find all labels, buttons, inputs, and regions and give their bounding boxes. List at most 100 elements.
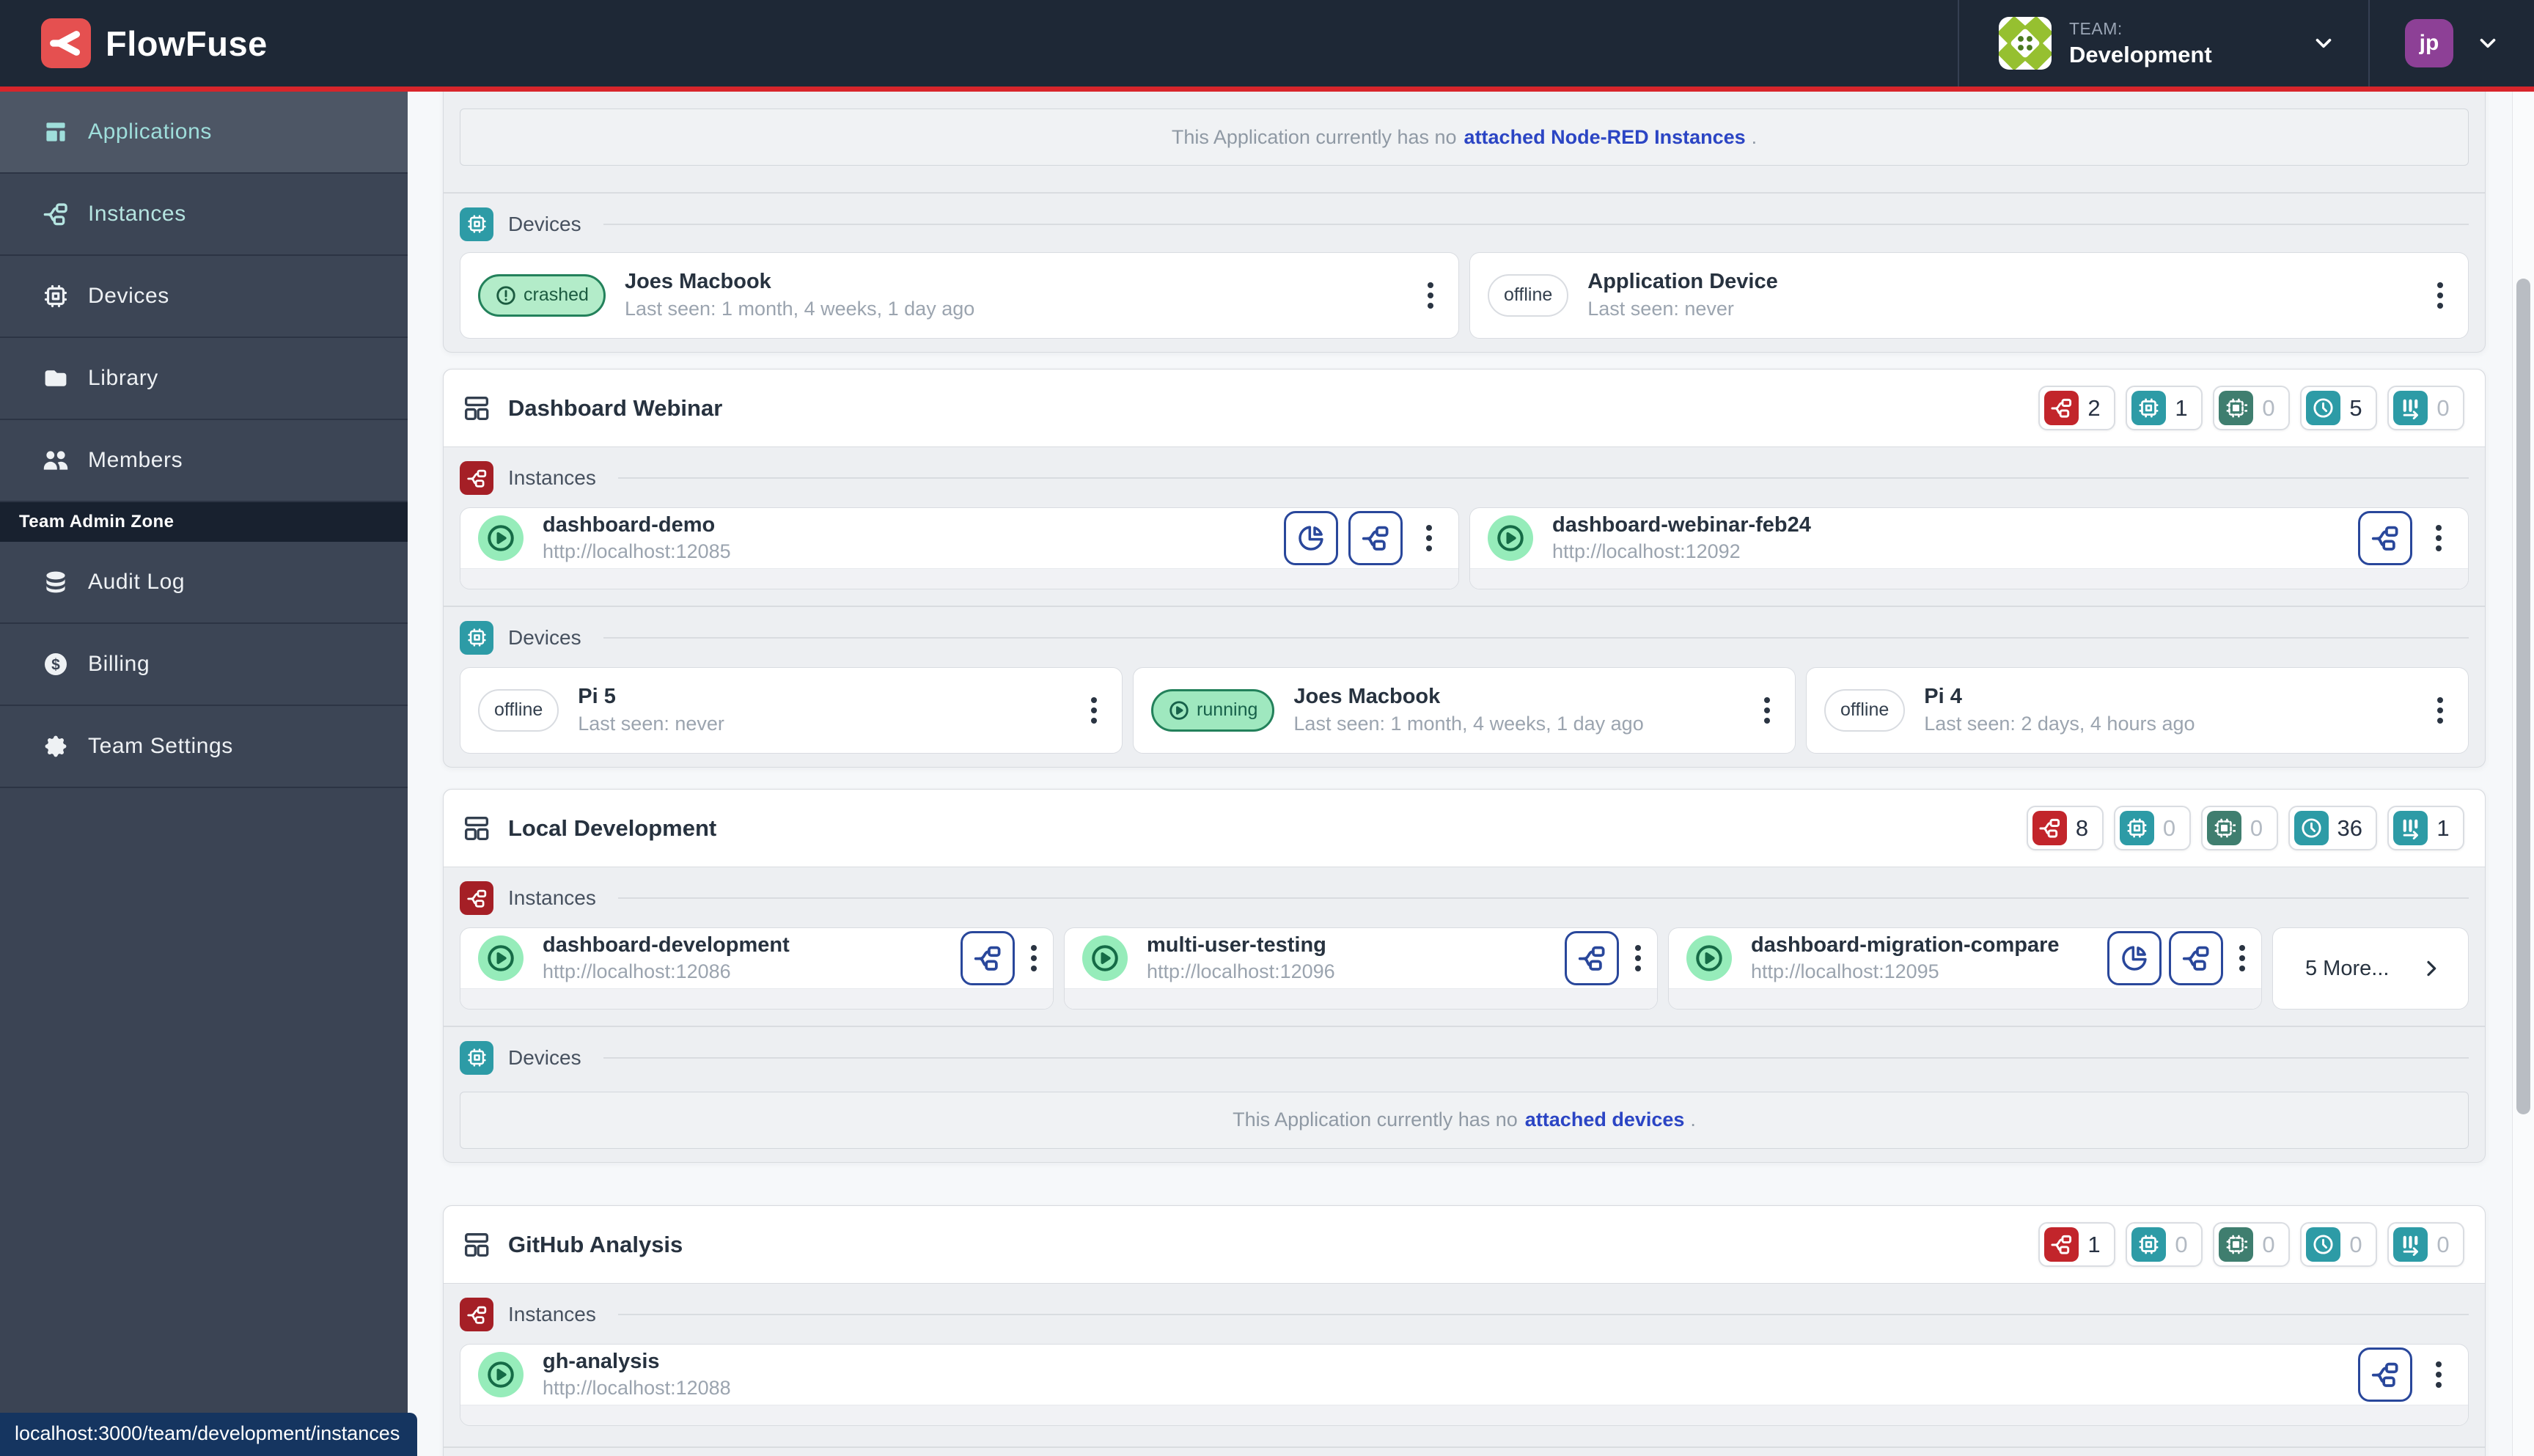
instance-url[interactable]: http://localhost:12088 — [543, 1377, 731, 1399]
application-icon — [461, 393, 492, 424]
badge-snapshots[interactable]: 36 — [2288, 806, 2377, 850]
sidebar-item-devices[interactable]: Devices — [0, 256, 408, 338]
badge-snapshots[interactable]: 5 — [2300, 386, 2377, 430]
instance-tile[interactable]: dashboard-demo http://localhost:12085 — [460, 507, 1459, 589]
flowfuse-logo[interactable]: FlowFuse — [0, 18, 268, 68]
top-navbar: FlowFuse — [0, 0, 2534, 92]
device-tile[interactable]: offline Pi 4 Last seen: 2 days, 4 hours … — [1806, 666, 2469, 754]
instance-tile[interactable]: dashboard-webinar-feb24 http://localhost… — [1469, 507, 2469, 589]
sidebar-item-instances[interactable]: Instances — [0, 174, 408, 256]
devices-section-label: Devices — [460, 205, 2469, 243]
instance-url[interactable]: http://localhost:12096 — [1147, 960, 1335, 982]
team-admin-zone-header: Team Admin Zone — [0, 502, 408, 542]
user-menu[interactable]: jp — [2370, 0, 2534, 87]
kebab-menu[interactable] — [2423, 1354, 2455, 1395]
instance-url[interactable]: http://localhost:12092 — [1552, 540, 1741, 562]
sidebar-item-applications[interactable]: Applications — [0, 92, 408, 174]
badge-devices[interactable]: 1 — [2126, 386, 2203, 430]
sidebar-item-team-settings[interactable]: Team Settings — [0, 706, 408, 788]
device-tile[interactable]: offline Pi 5 Last seen: never — [460, 666, 1123, 754]
instance-url[interactable]: http://localhost:12095 — [1751, 960, 1939, 982]
scrollbar-thumb[interactable] — [2516, 279, 2530, 1114]
kebab-menu[interactable] — [1626, 938, 1650, 979]
chip-icon — [460, 207, 493, 241]
sidebar-item-audit-log[interactable]: Audit Log — [0, 542, 408, 624]
badge-devices[interactable]: 0 — [2126, 1222, 2203, 1267]
open-editor-button[interactable] — [2358, 511, 2412, 565]
instance-url[interactable]: http://localhost:12086 — [543, 960, 731, 982]
open-dashboard-button[interactable] — [1284, 511, 1338, 565]
kebab-menu[interactable] — [2230, 938, 2254, 979]
node-red-icon — [1577, 944, 1606, 973]
team-selector[interactable]: TEAM: Development — [1959, 0, 2368, 87]
kebab-menu[interactable] — [1022, 938, 1046, 979]
chevron-down-icon[interactable] — [2475, 31, 2500, 56]
application-card-partial: This Application currently has no attach… — [443, 92, 2486, 353]
chip-icon — [460, 1040, 493, 1075]
application-header[interactable]: Local Development 8 0 0 36 1 — [444, 790, 2485, 867]
team-admin-zone-label: Team Admin Zone — [19, 512, 175, 532]
instance-tile[interactable]: gh-analysis http://localhost:12088 — [460, 1344, 2469, 1426]
instance-url[interactable]: http://localhost:12085 — [543, 540, 731, 562]
badge-device-groups[interactable]: 0 — [2200, 806, 2278, 850]
application-title[interactable]: Local Development — [508, 815, 717, 841]
scrollbar-track[interactable] — [2512, 92, 2534, 1456]
open-editor-button[interactable] — [2169, 931, 2223, 985]
section-rule — [603, 1056, 2469, 1059]
badge-device-groups[interactable]: 0 — [2213, 386, 2290, 430]
instance-tile[interactable]: dashboard-migration-compare http://local… — [1668, 927, 2262, 1010]
open-editor-button[interactable] — [1348, 511, 1403, 565]
kebab-menu[interactable] — [2424, 275, 2456, 316]
chevron-down-icon[interactable] — [2311, 31, 2336, 56]
attached-instances-link[interactable]: attached Node-RED Instances — [1464, 125, 1746, 148]
more-instances-button[interactable]: 5 More... — [2272, 927, 2469, 1010]
kebab-menu[interactable] — [1414, 275, 1447, 316]
pipeline-icon — [2393, 391, 2428, 425]
open-editor-button[interactable] — [2358, 1347, 2412, 1402]
application-title[interactable]: GitHub Analysis — [508, 1231, 683, 1257]
attached-devices-link[interactable]: attached devices — [1524, 1108, 1685, 1130]
kebab-menu[interactable] — [2423, 518, 2455, 559]
pipeline-icon — [2393, 1227, 2428, 1262]
badge-pipelines[interactable]: 0 — [2387, 386, 2464, 430]
section-divider — [444, 1026, 2485, 1027]
instance-tile[interactable]: dashboard-development http://localhost:1… — [460, 927, 1054, 1010]
device-last-seen: Last seen: 2 days, 4 hours ago — [1924, 713, 2195, 735]
user-avatar[interactable]: jp — [2405, 19, 2453, 67]
application-header[interactable]: GitHub Analysis 1 0 0 0 0 — [444, 1206, 2485, 1284]
device-tile[interactable]: running Joes Macbook Last seen: 1 month,… — [1133, 666, 1796, 754]
kebab-menu[interactable] — [2424, 690, 2456, 731]
instance-tile-footer — [460, 988, 1053, 1009]
open-editor-button[interactable] — [1565, 931, 1619, 985]
kebab-menu[interactable] — [1413, 518, 1445, 559]
device-tile[interactable]: offline Application Device Last seen: ne… — [1469, 251, 2469, 339]
kebab-menu[interactable] — [1078, 690, 1110, 731]
empty-devices-banner: This Application currently has no attach… — [460, 1091, 2469, 1149]
device-name: Joes Macbook — [1293, 685, 1441, 708]
open-editor-button[interactable] — [961, 931, 1015, 985]
chip-icon — [2131, 1227, 2166, 1262]
device-tile[interactable]: crashed Joes Macbook Last seen: 1 month,… — [460, 251, 1459, 339]
badge-pipelines[interactable]: 1 — [2387, 806, 2464, 850]
open-dashboard-button[interactable] — [2107, 931, 2162, 985]
badge-instances[interactable]: 8 — [2026, 806, 2104, 850]
badge-pipelines[interactable]: 0 — [2387, 1222, 2464, 1267]
badge-instances[interactable]: 2 — [2038, 386, 2115, 430]
sidebar-item-library[interactable]: Library — [0, 338, 408, 420]
application-title[interactable]: Dashboard Webinar — [508, 394, 723, 421]
chip-icon — [460, 620, 493, 655]
sidebar-item-billing[interactable]: Billing — [0, 624, 408, 706]
badge-devices[interactable]: 0 — [2113, 806, 2191, 850]
sidebar-item-members[interactable]: Members — [0, 420, 408, 502]
section-divider — [444, 1446, 2485, 1448]
application-header[interactable]: Dashboard Webinar 2 1 0 5 0 — [444, 369, 2485, 447]
instance-tile[interactable]: multi-user-testing http://localhost:1209… — [1064, 927, 1658, 1010]
brand-wordmark: FlowFuse — [106, 23, 268, 63]
badge-device-groups[interactable]: 0 — [2213, 1222, 2290, 1267]
badge-instances[interactable]: 1 — [2038, 1222, 2115, 1267]
badge-snapshots[interactable]: 0 — [2300, 1222, 2377, 1267]
team-text: TEAM: Development — [2069, 19, 2212, 68]
database-icon — [43, 569, 69, 595]
kebab-menu[interactable] — [1751, 690, 1783, 731]
